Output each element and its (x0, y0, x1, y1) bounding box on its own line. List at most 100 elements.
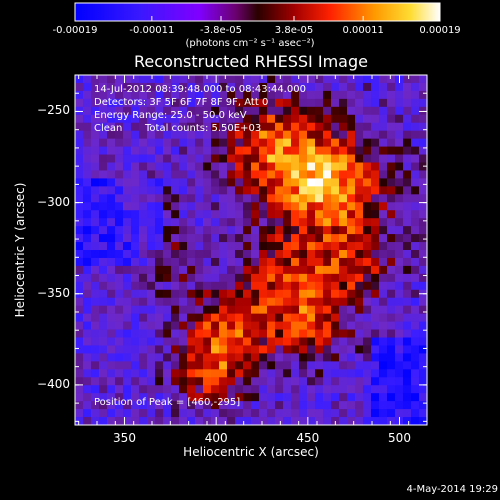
heatmap-cell (299, 106, 308, 116)
heatmap-cell (227, 393, 236, 402)
heatmap-cell (91, 242, 100, 251)
heatmap-cell (147, 409, 156, 418)
heatmap-cell (347, 242, 356, 251)
heatmap-cell (163, 202, 172, 211)
heatmap-cell (131, 321, 140, 330)
heatmap-cell (419, 313, 428, 322)
heatmap-cell (155, 202, 164, 211)
heatmap-cell (115, 321, 124, 330)
heatmap-cell (251, 218, 260, 227)
heatmap-cell (187, 273, 196, 283)
heatmap-cell (371, 75, 380, 84)
heatmap-cell (395, 345, 404, 354)
heatmap-cell (283, 162, 292, 171)
heatmap-cell (75, 210, 84, 219)
heatmap-cell (179, 170, 188, 179)
heatmap-cell (123, 353, 132, 362)
heatmap-cell (203, 226, 212, 235)
heatmap-cell (219, 265, 228, 275)
heatmap-cell (363, 369, 372, 378)
heatmap-cell (179, 138, 188, 147)
heatmap-cell (395, 226, 404, 235)
heatmap-cell (235, 234, 244, 243)
heatmap-cell (363, 345, 372, 354)
heatmap-cell (395, 162, 404, 171)
heatmap-cell (75, 98, 84, 108)
heatmap-cell (267, 377, 276, 386)
heatmap-cell (147, 385, 156, 394)
heatmap-cell (371, 345, 380, 354)
heatmap-cell (299, 130, 308, 140)
heatmap-cell (371, 226, 380, 235)
heatmap-cell (331, 75, 340, 84)
heatmap-cell (275, 234, 284, 243)
heatmap-cell (419, 138, 428, 147)
heatmap-cell (99, 273, 108, 283)
heatmap-cell (235, 114, 244, 124)
heatmap-cell (195, 329, 204, 338)
heatmap-cell (347, 154, 356, 163)
heatmap-cell (187, 202, 196, 211)
heatmap-cell (171, 337, 180, 346)
heatmap-cell (187, 329, 196, 338)
heatmap-cell (355, 75, 364, 84)
heatmap-cell (283, 234, 292, 243)
heatmap-cell (291, 130, 300, 140)
heatmap-cell (155, 250, 164, 259)
heatmap-cell (323, 106, 332, 116)
heatmap-cell (259, 186, 268, 195)
heatmap-cell (371, 417, 380, 426)
heatmap-cell (115, 138, 124, 147)
heatmap-cell (291, 329, 300, 338)
heatmap-cell (115, 106, 124, 116)
heatmap-cell (275, 202, 284, 211)
heatmap-cell (307, 170, 316, 179)
heatmap-cell (347, 146, 356, 155)
heatmap-cell (331, 138, 340, 147)
heatmap-cell (363, 106, 372, 116)
heatmap-cell (395, 234, 404, 243)
heatmap-cell (163, 146, 172, 155)
heatmap-cell (419, 210, 428, 219)
heatmap-cell (259, 106, 268, 116)
heatmap-cell (251, 401, 260, 410)
heatmap-cell (331, 281, 340, 291)
heatmap-cell (419, 273, 428, 283)
heatmap-cell (267, 409, 276, 418)
heatmap-cell (171, 250, 180, 259)
heatmap-cell (131, 273, 140, 283)
heatmap-cell (243, 393, 252, 402)
heatmap-cell (323, 409, 332, 418)
heatmap-cell (227, 210, 236, 219)
heatmap-cell (323, 250, 332, 259)
heatmap-cell (299, 289, 308, 299)
heatmap-cell (267, 393, 276, 402)
heatmap-cell (339, 226, 348, 235)
heatmap-cell (339, 234, 348, 243)
heatmap-cell (99, 265, 108, 275)
heatmap-cell (227, 162, 236, 171)
heatmap-cell (363, 393, 372, 402)
heatmap-cell (299, 273, 308, 283)
heatmap-cell (243, 154, 252, 163)
heatmap-cell (419, 234, 428, 243)
heatmap-cell (211, 202, 220, 211)
heatmap-cell (187, 210, 196, 219)
heatmap-cell (307, 154, 316, 163)
heatmap-cell (331, 345, 340, 354)
heatmap-cell (139, 90, 148, 100)
heatmap-cell (179, 353, 188, 362)
heatmap-cell (419, 154, 428, 163)
heatmap-cell (107, 106, 116, 116)
heatmap-cell (123, 377, 132, 386)
heatmap-cell (291, 393, 300, 402)
heatmap-cell (91, 345, 100, 354)
heatmap-cell (275, 138, 284, 147)
heatmap-cell (267, 313, 276, 322)
heatmap-cell (315, 401, 324, 410)
heatmap-cell (115, 361, 124, 370)
heatmap-cell (219, 106, 228, 116)
heatmap-cell (179, 106, 188, 116)
heatmap-cell (411, 305, 420, 315)
heatmap-cell (251, 377, 260, 386)
